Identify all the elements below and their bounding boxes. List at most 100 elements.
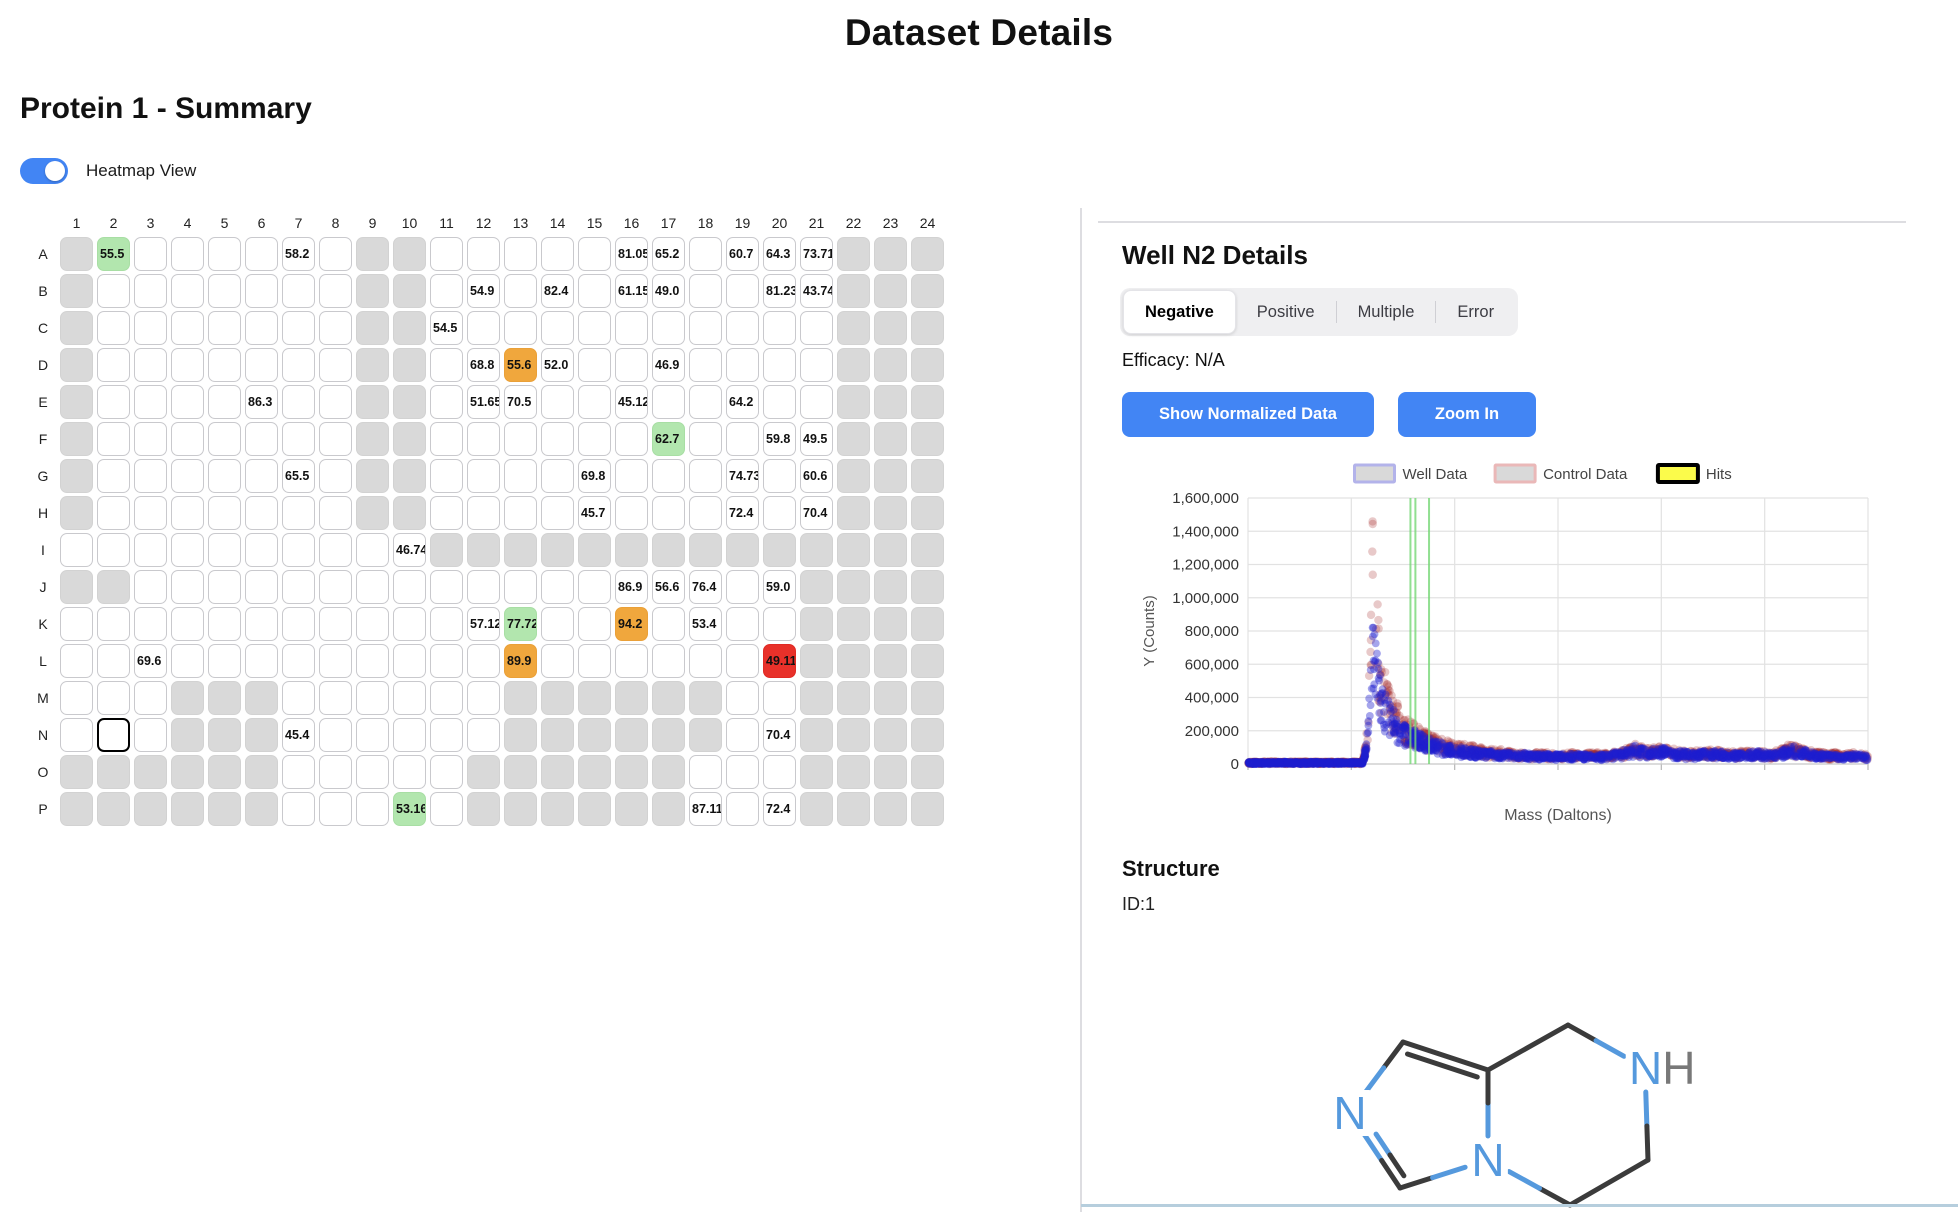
well-C4[interactable] — [171, 311, 204, 345]
well-F17[interactable]: 62.7 — [652, 422, 685, 456]
well-J3[interactable] — [134, 570, 167, 604]
well-L16[interactable] — [615, 644, 648, 678]
well-B20[interactable]: 81.23 — [763, 274, 796, 308]
well-I2[interactable] — [97, 533, 130, 567]
well-M8[interactable] — [319, 681, 352, 715]
well-D18[interactable] — [689, 348, 722, 382]
well-I9[interactable] — [356, 533, 389, 567]
well-A2[interactable]: 55.5 — [97, 237, 130, 271]
well-M2[interactable] — [97, 681, 130, 715]
well-G13[interactable] — [504, 459, 537, 493]
well-B21[interactable]: 43.74 — [800, 274, 833, 308]
well-M10[interactable] — [393, 681, 426, 715]
well-F21[interactable]: 49.5 — [800, 422, 833, 456]
well-D17[interactable]: 46.9 — [652, 348, 685, 382]
well-G2[interactable] — [97, 459, 130, 493]
well-J10[interactable] — [393, 570, 426, 604]
well-D4[interactable] — [171, 348, 204, 382]
show-normalized-data-button[interactable]: Show Normalized Data — [1122, 392, 1374, 437]
well-K15[interactable] — [578, 607, 611, 641]
well-F14[interactable] — [541, 422, 574, 456]
well-F20[interactable]: 59.8 — [763, 422, 796, 456]
well-F18[interactable] — [689, 422, 722, 456]
well-J4[interactable] — [171, 570, 204, 604]
well-D15[interactable] — [578, 348, 611, 382]
well-G15[interactable]: 69.8 — [578, 459, 611, 493]
well-J16[interactable]: 86.9 — [615, 570, 648, 604]
well-P18[interactable]: 87.11 — [689, 792, 722, 826]
well-M7[interactable] — [282, 681, 315, 715]
well-P7[interactable] — [282, 792, 315, 826]
well-C17[interactable] — [652, 311, 685, 345]
well-E6[interactable]: 86.3 — [245, 385, 278, 419]
well-H3[interactable] — [134, 496, 167, 530]
well-F11[interactable] — [430, 422, 463, 456]
well-N7[interactable]: 45.4 — [282, 718, 315, 752]
well-L20[interactable]: 49.11 — [763, 644, 796, 678]
well-D19[interactable] — [726, 348, 759, 382]
tab-error[interactable]: Error — [1457, 302, 1495, 321]
well-K20[interactable] — [763, 607, 796, 641]
well-A15[interactable] — [578, 237, 611, 271]
well-N20[interactable]: 70.4 — [763, 718, 796, 752]
well-A20[interactable]: 64.3 — [763, 237, 796, 271]
well-A18[interactable] — [689, 237, 722, 271]
heatmap-view-toggle[interactable] — [20, 158, 68, 184]
well-M3[interactable] — [134, 681, 167, 715]
well-E11[interactable] — [430, 385, 463, 419]
well-A13[interactable] — [504, 237, 537, 271]
well-L9[interactable] — [356, 644, 389, 678]
well-J5[interactable] — [208, 570, 241, 604]
well-B14[interactable]: 82.4 — [541, 274, 574, 308]
well-K9[interactable] — [356, 607, 389, 641]
well-L7[interactable] — [282, 644, 315, 678]
well-K7[interactable] — [282, 607, 315, 641]
well-K1[interactable] — [60, 607, 93, 641]
well-A19[interactable]: 60.7 — [726, 237, 759, 271]
well-N19[interactable] — [726, 718, 759, 752]
well-N9[interactable] — [356, 718, 389, 752]
well-F13[interactable] — [504, 422, 537, 456]
well-K5[interactable] — [208, 607, 241, 641]
well-H2[interactable] — [97, 496, 130, 530]
well-G3[interactable] — [134, 459, 167, 493]
well-N2[interactable] — [97, 718, 130, 752]
well-E14[interactable] — [541, 385, 574, 419]
well-G17[interactable] — [652, 459, 685, 493]
well-C19[interactable] — [726, 311, 759, 345]
well-A4[interactable] — [171, 237, 204, 271]
well-F15[interactable] — [578, 422, 611, 456]
well-G6[interactable] — [245, 459, 278, 493]
well-J15[interactable] — [578, 570, 611, 604]
well-B2[interactable] — [97, 274, 130, 308]
well-G4[interactable] — [171, 459, 204, 493]
well-I8[interactable] — [319, 533, 352, 567]
well-L4[interactable] — [171, 644, 204, 678]
well-J7[interactable] — [282, 570, 315, 604]
well-M19[interactable] — [726, 681, 759, 715]
well-D14[interactable]: 52.0 — [541, 348, 574, 382]
well-I6[interactable] — [245, 533, 278, 567]
well-M9[interactable] — [356, 681, 389, 715]
well-E4[interactable] — [171, 385, 204, 419]
well-K17[interactable] — [652, 607, 685, 641]
well-E21[interactable] — [800, 385, 833, 419]
well-I7[interactable] — [282, 533, 315, 567]
well-H16[interactable] — [615, 496, 648, 530]
well-F6[interactable] — [245, 422, 278, 456]
well-K16[interactable]: 94.2 — [615, 607, 648, 641]
well-B7[interactable] — [282, 274, 315, 308]
well-G20[interactable] — [763, 459, 796, 493]
well-H4[interactable] — [171, 496, 204, 530]
well-D5[interactable] — [208, 348, 241, 382]
well-E7[interactable] — [282, 385, 315, 419]
well-E8[interactable] — [319, 385, 352, 419]
well-K19[interactable] — [726, 607, 759, 641]
well-C7[interactable] — [282, 311, 315, 345]
well-E12[interactable]: 51.65 — [467, 385, 500, 419]
well-F8[interactable] — [319, 422, 352, 456]
well-G16[interactable] — [615, 459, 648, 493]
well-F19[interactable] — [726, 422, 759, 456]
well-B8[interactable] — [319, 274, 352, 308]
well-D16[interactable] — [615, 348, 648, 382]
